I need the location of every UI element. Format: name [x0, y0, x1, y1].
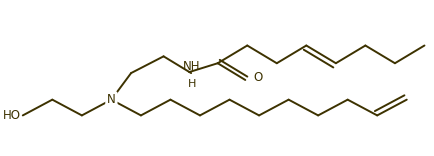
Text: N: N [107, 93, 115, 106]
Text: HO: HO [3, 109, 21, 122]
Text: H: H [187, 79, 196, 89]
Text: O: O [253, 71, 262, 85]
Text: NH: NH [182, 60, 200, 73]
